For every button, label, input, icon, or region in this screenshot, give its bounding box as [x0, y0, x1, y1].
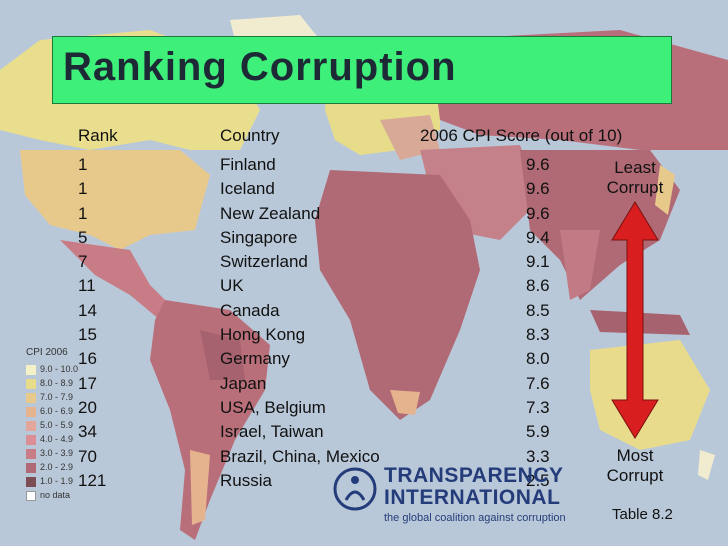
least-corrupt-label: Least Corrupt	[596, 158, 674, 198]
rank-cell: 14	[78, 300, 97, 320]
score-cell: 9.6	[526, 203, 550, 223]
rank-cell: 7	[78, 252, 88, 272]
country-cell: New Zealand	[220, 203, 321, 223]
country-cell: Finland	[220, 155, 276, 174]
logo-line1: TRANSPARENCY	[384, 464, 564, 487]
least-label-line1: Least	[614, 158, 656, 177]
legend-item: 5.0 - 5.9	[26, 419, 74, 433]
double-arrow-icon	[611, 201, 659, 439]
score-cell: 5.9	[526, 422, 550, 442]
rank-cell: 20	[78, 397, 97, 417]
legend-swatch	[26, 491, 36, 501]
score-cell: 7.6	[526, 373, 550, 393]
country-cell: Germany	[220, 349, 290, 369]
country-cell: Switzerland	[220, 252, 308, 272]
legend-swatch	[26, 435, 36, 445]
most-label-line2: Corrupt	[606, 466, 664, 485]
legend-item: 2.0 - 2.9	[26, 461, 74, 475]
score-cell: 8.6	[526, 276, 550, 296]
score-cell: 8.0	[526, 349, 550, 369]
rank-cell: 11	[78, 276, 96, 296]
score-cell: 8.3	[526, 325, 550, 345]
rank-cell: 15	[78, 325, 97, 345]
rank-cell: 1	[78, 155, 88, 174]
rank-cell: 17	[78, 373, 97, 393]
country-cell: USA, Belgium	[220, 397, 326, 417]
page-title: Ranking Corruption	[63, 45, 457, 89]
score-cell: 9.1	[526, 252, 550, 272]
logo-tagline: the global coalition against corruption	[384, 512, 566, 524]
legend-swatch	[26, 379, 36, 389]
legend-item: 4.0 - 4.9	[26, 433, 74, 447]
score-column: 9.6 9.6 9.6 9.4 9.1 8.6 8.5 8.3 8.0 7.6 …	[526, 154, 550, 494]
most-corrupt-label: Most Corrupt	[596, 446, 674, 486]
rank-cell: 121	[78, 470, 107, 490]
legend-item: 7.0 - 7.9	[26, 391, 74, 405]
country-cell: Iceland	[220, 179, 275, 199]
legend-item: 9.0 - 10.0	[26, 363, 78, 377]
legend-swatch	[26, 477, 36, 487]
score-cell: 7.3	[526, 397, 550, 417]
legend-swatch	[26, 393, 36, 403]
score-cell: 9.6	[526, 179, 550, 199]
score-cell: 2.5	[526, 470, 550, 490]
title-banner: Ranking Corruption	[52, 36, 672, 104]
legend-title: CPI 2006	[26, 347, 68, 358]
score-cell: 9.6	[526, 155, 550, 174]
country-column: Finland Iceland New Zealand Singapore Sw…	[220, 154, 380, 494]
score-cell: 3.3	[526, 446, 550, 466]
country-cell: Hong Kong	[220, 325, 306, 345]
rank-cell: 5	[78, 227, 88, 247]
header-score: 2006 CPI Score (out of 10)	[420, 126, 623, 145]
score-cell: 8.5	[526, 300, 550, 320]
score-cell: 9.4	[526, 227, 550, 247]
country-cell: Russia	[220, 470, 272, 490]
country-cell: Israel, Taiwan	[220, 422, 324, 442]
legend-swatch	[26, 407, 36, 417]
least-label-line2: Corrupt	[606, 178, 664, 197]
country-cell: UK	[220, 276, 244, 296]
rank-cell: 70	[78, 446, 97, 466]
legend-swatch	[26, 421, 36, 431]
most-label-line1: Most	[616, 446, 654, 465]
country-cell: Singapore	[220, 227, 298, 247]
legend-item: 1.0 - 1.9	[26, 475, 74, 489]
logo-line2: INTERNATIONAL	[384, 486, 561, 509]
header-rank: Rank	[78, 126, 118, 145]
legend-item: no data	[26, 489, 74, 503]
country-cell: Brazil, China, Mexico	[220, 446, 380, 466]
legend-swatch	[26, 365, 36, 375]
table-reference: Table 8.2	[612, 506, 673, 523]
legend-item: 6.0 - 6.9	[26, 405, 74, 419]
legend-swatch	[26, 463, 36, 473]
country-cell: Canada	[220, 300, 280, 320]
legend-item: 8.0 - 8.9	[26, 377, 74, 391]
rank-cell: 1	[78, 203, 88, 223]
country-cell: Japan	[220, 373, 267, 393]
rank-cell: 1	[78, 179, 88, 199]
legend-swatch	[26, 449, 36, 459]
transparency-international-logo: TRANSPARENCY INTERNATIONAL the global co…	[332, 464, 572, 528]
rank-cell: 34	[78, 422, 97, 442]
ti-emblem-icon	[333, 467, 377, 511]
legend-item: 3.0 - 3.9	[26, 447, 74, 461]
rank-cell: 16	[78, 349, 97, 369]
rank-column: 1 1 1 5 7 11 14 15 16 17 20 34 70 121	[78, 154, 106, 494]
header-country: Country	[220, 126, 280, 145]
